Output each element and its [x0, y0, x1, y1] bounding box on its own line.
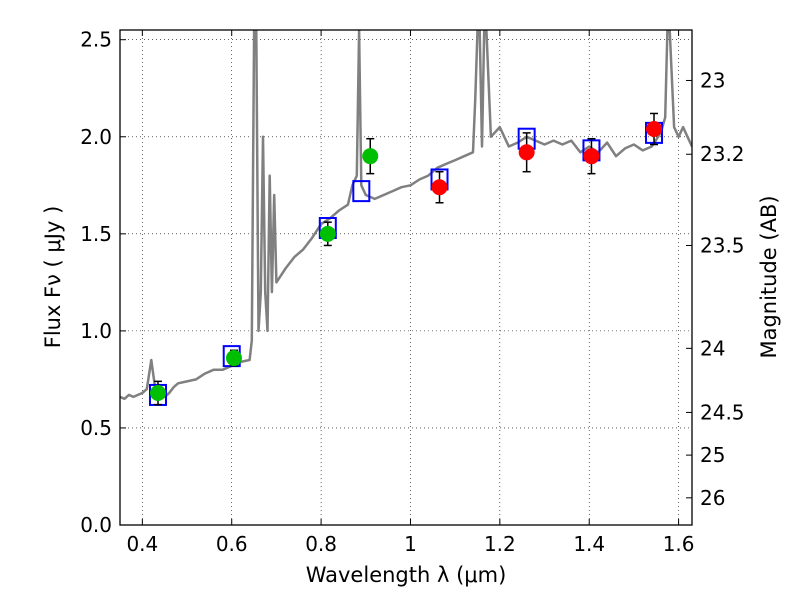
x-tick-label: 1.4 — [573, 532, 605, 556]
optical-data-point — [362, 148, 379, 165]
model-box-marker — [352, 180, 371, 203]
y2-tick-label: 26 — [700, 486, 725, 510]
optical-data-point — [225, 350, 242, 367]
nir-data-point — [518, 144, 535, 161]
x-tick-label: 0.6 — [216, 532, 248, 556]
axes: 0.4 0.6 0.8 1 1.2 1.4 1.6 0.0 0.5 1.0 1.5 2.0 2.5 23 2… — [80, 28, 744, 556]
y2-tick-label: 23.2 — [700, 142, 745, 166]
nir-data-point — [583, 148, 600, 165]
x-tick-label: 0.8 — [305, 532, 337, 556]
plot-frame — [119, 29, 693, 526]
x-tick-label: 1 — [404, 532, 417, 556]
optical-data-point — [149, 385, 166, 401]
grid-lines — [120, 30, 692, 526]
x-tick-label: 1.2 — [484, 532, 516, 556]
y-axis-label: Flux Fν ( μJy ) — [41, 206, 65, 349]
y-tick-label: 2.5 — [80, 28, 112, 52]
y2-tick-label: 24 — [700, 336, 725, 360]
y-tick-label: 2.0 — [80, 125, 112, 149]
x-tick-label: 1.6 — [663, 532, 695, 556]
plot-area — [120, 30, 692, 406]
nir-data-point — [431, 179, 448, 196]
template-spectrum-line — [120, 30, 692, 401]
data-group — [120, 30, 692, 406]
x-axis-label: Wavelength λ (μm) — [306, 563, 507, 587]
y2-tick-label: 23.5 — [700, 233, 745, 257]
y2-tick-label: 25 — [700, 443, 725, 467]
nir-data-point — [646, 121, 663, 137]
optical-data-point — [319, 225, 336, 242]
y-tick-label: 1.0 — [80, 319, 112, 343]
x-tick-label: 0.4 — [126, 532, 158, 556]
y2-axis-label: Magnitude (AB) — [757, 195, 781, 358]
y2-tick-label: 24.5 — [700, 400, 745, 424]
y-tick-label: 0.5 — [80, 416, 112, 440]
y2-tick-label: 23 — [700, 68, 725, 92]
y-tick-label: 0.0 — [80, 513, 112, 537]
y-tick-label: 1.5 — [80, 222, 112, 246]
